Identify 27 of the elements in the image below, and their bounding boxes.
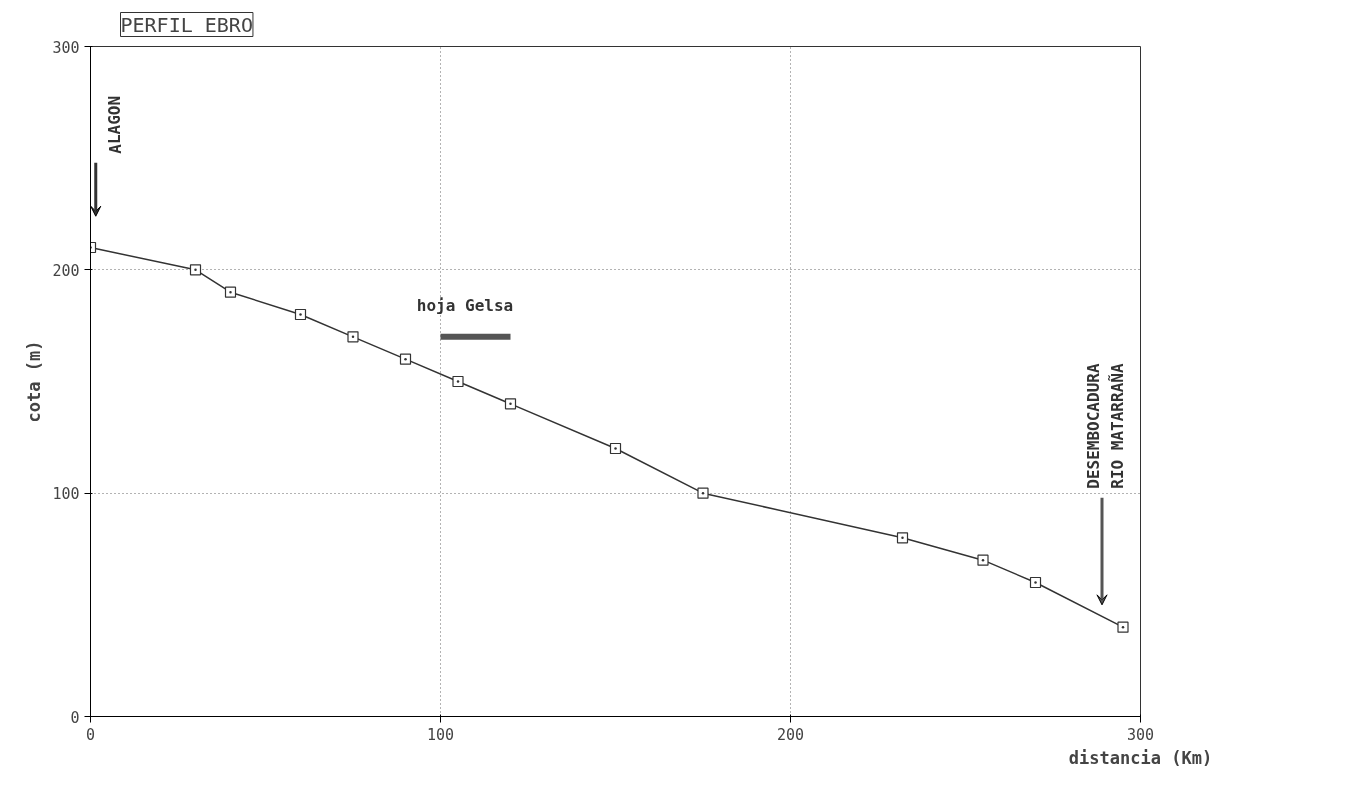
point [977,554,989,566]
y-tick-label: 200 [52,261,80,280]
point [1117,621,1129,633]
point [189,264,202,276]
point [896,532,909,544]
y-tick-label: 0 [70,708,80,727]
point [294,308,307,321]
point [224,286,237,298]
x-tick-label: 200 [776,725,805,744]
annotation: hoja Gelsa [416,295,514,315]
point [452,375,464,388]
point [504,398,517,410]
x-tick-label: 300 [1126,725,1155,744]
point [1029,576,1042,589]
point [697,487,709,499]
annotation: DESEMBOCADURA RIO MATARRAÑA [1083,363,1128,489]
annotation: ALAGON [105,95,125,154]
point [347,331,359,343]
y-tick-label: 300 [52,38,80,57]
y-tick-label: 100 [52,485,80,504]
x-tick-label: 100 [426,725,455,744]
x-tick-label: 0 [85,725,96,744]
x-axis-title: distancia (Km) [1068,747,1213,768]
chart-title: PERFIL EBRO [120,12,253,37]
point [399,353,412,365]
point [609,442,622,455]
y-axis-title: cota (m) [24,340,45,423]
